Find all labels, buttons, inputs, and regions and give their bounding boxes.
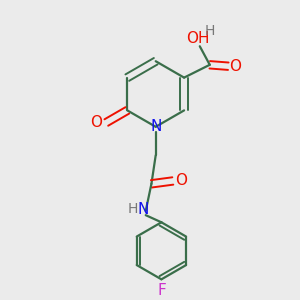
Text: OH: OH [187,31,210,46]
Text: H: H [128,202,138,217]
Text: H: H [205,24,215,38]
Text: N: N [150,119,161,134]
Text: O: O [90,115,102,130]
Text: N: N [137,202,148,217]
Text: O: O [230,59,242,74]
Text: O: O [175,173,187,188]
Text: F: F [157,283,166,298]
